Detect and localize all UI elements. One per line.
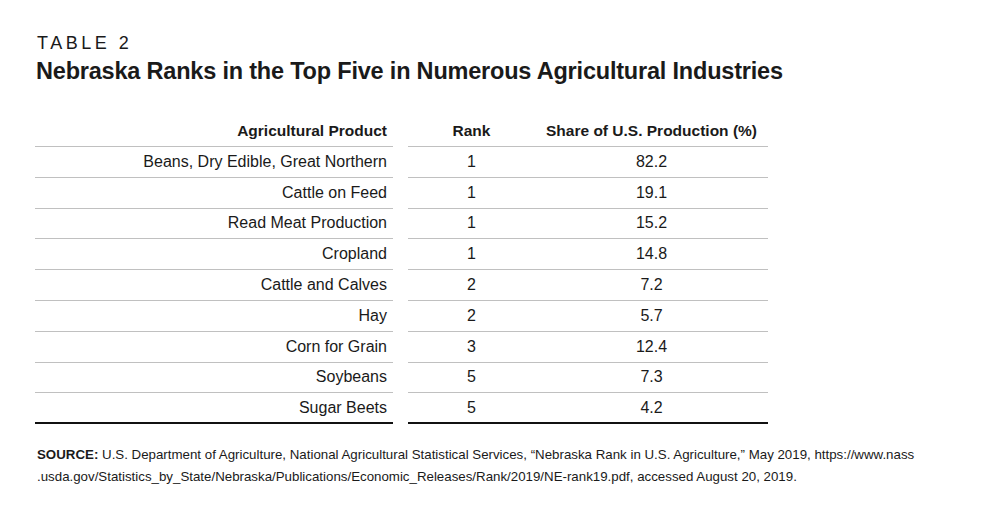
rank-cell: 1 (408, 178, 535, 208)
column-gap (393, 147, 408, 178)
product-cell: Corn for Grain (35, 332, 393, 363)
table-row: Hay 2 5.7 (35, 301, 768, 332)
table-title: Nebraska Ranks in the Top Five in Numero… (36, 58, 783, 85)
product-cell: Soybeans (35, 363, 393, 394)
share-cell: 19.1 (535, 178, 768, 208)
rank-cell: 5 (408, 393, 535, 422)
rank-cell: 1 (408, 209, 535, 239)
product-cell: Read Meat Production (35, 209, 393, 240)
column-gap (393, 270, 408, 301)
table-row: Corn for Grain 3 12.4 (35, 332, 768, 363)
share-cell: 5.7 (535, 301, 768, 331)
share-cell: 4.2 (535, 393, 768, 422)
table-row: Beans, Dry Edible, Great Northern 1 82.2 (35, 147, 768, 178)
data-table: Agricultural Product Rank Share of U.S. … (35, 116, 768, 424)
column-header-product: Agricultural Product (35, 116, 393, 147)
share-cell: 7.3 (535, 363, 768, 393)
column-gap (393, 393, 408, 424)
rank-cell: 2 (408, 270, 535, 300)
source-label: SOURCE: (37, 447, 98, 462)
column-gap (393, 363, 408, 394)
column-gap (393, 239, 408, 270)
share-cell: 82.2 (535, 147, 768, 177)
column-gap (393, 301, 408, 332)
column-header-rank: Rank (408, 116, 535, 146)
share-cell: 12.4 (535, 332, 768, 362)
table-row: Sugar Beets 5 4.2 (35, 393, 768, 424)
product-cell: Hay (35, 301, 393, 332)
rank-cell: 5 (408, 363, 535, 393)
share-cell: 15.2 (535, 209, 768, 239)
product-cell: Cropland (35, 239, 393, 270)
column-header-share: Share of U.S. Production (%) (535, 116, 768, 146)
product-cell: Cattle on Feed (35, 178, 393, 209)
rank-cell: 3 (408, 332, 535, 362)
column-gap (393, 332, 408, 363)
table-row: Read Meat Production 1 15.2 (35, 209, 768, 240)
source-line-1: U.S. Department of Agriculture, National… (98, 447, 914, 462)
column-gap (393, 209, 408, 240)
column-gap (393, 178, 408, 209)
table-header-row: Agricultural Product Rank Share of U.S. … (35, 116, 768, 147)
product-cell: Sugar Beets (35, 393, 393, 424)
table-body: Beans, Dry Edible, Great Northern 1 82.2… (35, 147, 768, 424)
table-kicker: TABLE 2 (37, 33, 132, 54)
rank-cell: 1 (408, 147, 535, 177)
table-row: Soybeans 5 7.3 (35, 363, 768, 394)
table-row: Cropland 1 14.8 (35, 239, 768, 270)
share-cell: 14.8 (535, 239, 768, 269)
source-line-2: .usda.gov/Statistics_by_State/Nebraska/P… (37, 469, 797, 484)
source-note: SOURCE: U.S. Department of Agriculture, … (37, 444, 989, 488)
product-cell: Cattle and Calves (35, 270, 393, 301)
rank-cell: 2 (408, 301, 535, 331)
rank-cell: 1 (408, 239, 535, 269)
share-cell: 7.2 (535, 270, 768, 300)
product-cell: Beans, Dry Edible, Great Northern (35, 147, 393, 178)
table-row: Cattle on Feed 1 19.1 (35, 178, 768, 209)
table-row: Cattle and Calves 2 7.2 (35, 270, 768, 301)
column-gap (393, 116, 408, 147)
